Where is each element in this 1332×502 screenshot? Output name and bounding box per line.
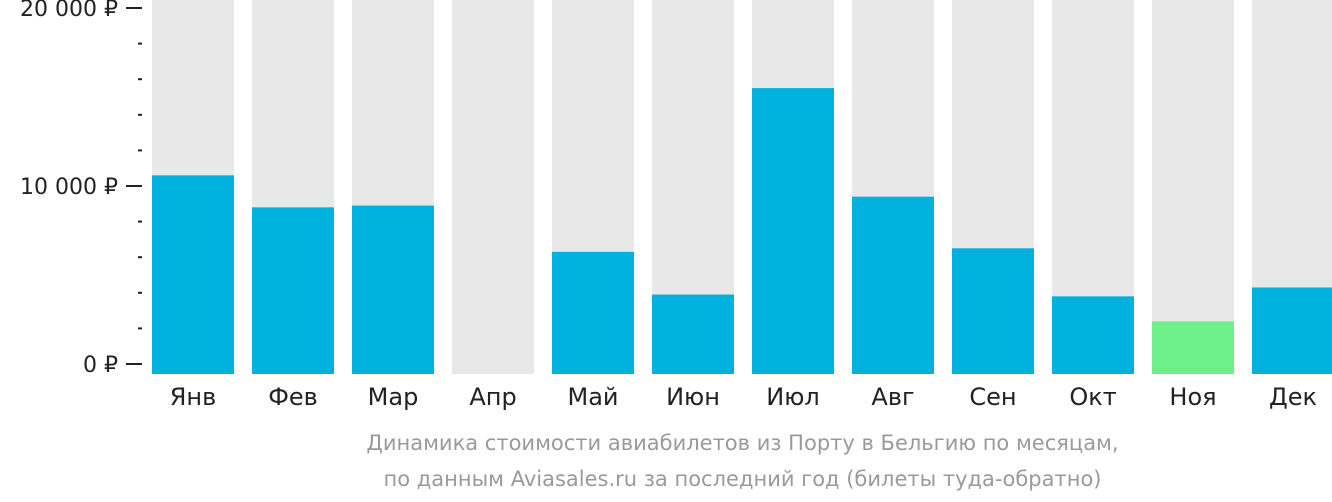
x-tick-label: Сен: [969, 383, 1016, 411]
bar-10: [1052, 296, 1134, 374]
x-tick-label: Дек: [1269, 383, 1317, 411]
bar-3: [352, 205, 434, 374]
x-axis: Янв Фев Мар Апр Май Июн Июл Авг Сен Окт Ноя Дек: [170, 383, 1317, 411]
y-tick-label: 20 000 ₽: [20, 0, 118, 22]
bar-2: [252, 207, 334, 374]
chart-caption-line-2: по данным Aviasales.ru за последний год …: [383, 467, 1102, 491]
bar-9: [952, 248, 1034, 374]
y-axis: 0 ₽ 10 000 ₽ 20 000 ₽: [20, 0, 142, 378]
x-tick-label: Июл: [766, 383, 820, 411]
bar-1: [152, 175, 234, 374]
bar-5: [552, 251, 634, 374]
bar-6: [652, 294, 734, 374]
bar-11: [1152, 321, 1234, 374]
bar-12: [1252, 287, 1332, 374]
x-tick-label: Май: [567, 383, 618, 411]
x-tick-label: Окт: [1069, 383, 1116, 411]
x-tick-label: Июн: [666, 383, 720, 411]
bar-7: [752, 88, 834, 374]
x-tick-label: Авг: [871, 383, 914, 411]
x-tick-label: Апр: [469, 383, 516, 411]
bar-chart: 0 ₽ 10 000 ₽ 20 000 ₽ Янв Фев Мар Апр Май Июн Ию…: [20, 0, 1332, 411]
x-tick-label: Мар: [368, 383, 419, 411]
bar-8: [852, 196, 934, 374]
y-tick-label: 0 ₽: [83, 353, 118, 378]
x-tick-label: Ноя: [1169, 383, 1216, 411]
chart-caption-line-1: Динамика стоимости авиабилетов из Порту …: [366, 431, 1119, 455]
data-bars: [152, 88, 1332, 374]
x-tick-label: Янв: [170, 383, 217, 411]
x-tick-label: Фев: [268, 383, 318, 411]
background-bar: [1152, 0, 1234, 374]
background-bar: [452, 0, 534, 374]
y-tick-label: 10 000 ₽: [20, 175, 118, 200]
